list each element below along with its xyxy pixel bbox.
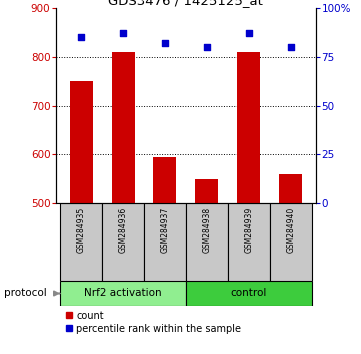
Text: protocol: protocol: [4, 289, 46, 298]
Bar: [153, 157, 177, 203]
Text: GSM284940: GSM284940: [286, 207, 295, 253]
Bar: [70, 81, 93, 203]
Text: GSM284937: GSM284937: [160, 207, 169, 253]
Point: [288, 44, 293, 50]
Point: [120, 30, 126, 36]
Bar: [186, 203, 228, 281]
Bar: [60, 281, 186, 306]
Bar: [195, 179, 218, 203]
Bar: [228, 203, 270, 281]
Bar: [279, 174, 302, 203]
Text: control: control: [231, 289, 267, 298]
Bar: [144, 203, 186, 281]
Title: GDS3476 / 1425125_at: GDS3476 / 1425125_at: [108, 0, 264, 7]
Text: Nrf2 activation: Nrf2 activation: [84, 289, 162, 298]
Bar: [186, 281, 312, 306]
Bar: [270, 203, 312, 281]
Text: GSM284939: GSM284939: [244, 207, 253, 253]
Bar: [237, 52, 260, 203]
Text: GSM284938: GSM284938: [203, 207, 212, 253]
Text: GSM284935: GSM284935: [77, 207, 86, 253]
Bar: [112, 52, 135, 203]
Legend: count, percentile rank within the sample: count, percentile rank within the sample: [61, 307, 245, 338]
Point: [78, 34, 84, 40]
Bar: [60, 203, 102, 281]
Bar: [102, 203, 144, 281]
Text: GSM284936: GSM284936: [118, 207, 127, 253]
Point: [162, 40, 168, 46]
Point: [246, 30, 252, 36]
Point: [204, 44, 210, 50]
